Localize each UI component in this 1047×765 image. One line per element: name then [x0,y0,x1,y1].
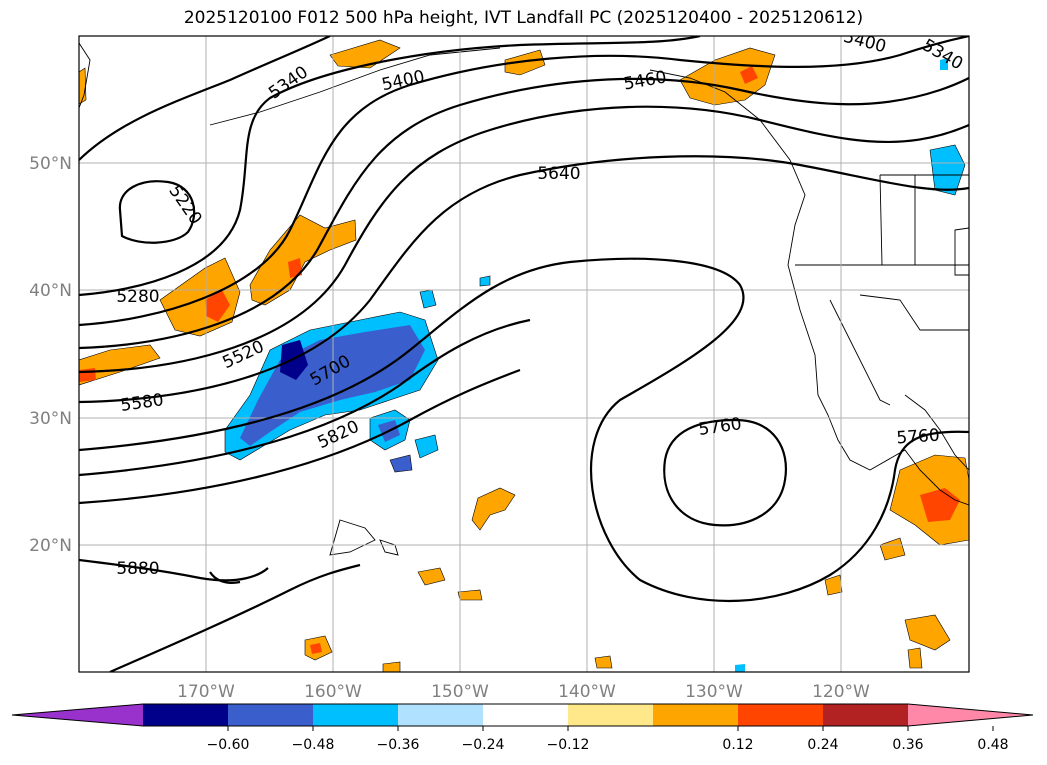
lon-label-130w: 130°W [685,682,743,702]
height-contours [79,36,969,672]
colorbar-tick-label: −0.48 [292,737,335,753]
contour-label-5880: 5880 [116,559,159,579]
colorbar-ticks: −0.60 −0.48 −0.36 −0.24 −0.12 0.12 0.24 0.36 0.4… [207,726,1009,753]
plot-area [79,36,969,672]
contour-label-5640: 5640 [537,164,580,184]
lon-label-120w: 120°W [812,682,870,702]
colorbar: −0.60 −0.48 −0.36 −0.24 −0.12 0.12 0.24 0.36 0.4… [11,703,1034,753]
ivt-positive-shading [79,39,969,672]
longitude-labels: 170°W 160°W 150°W 140°W 130°W 120°W [177,682,870,702]
colorbar-tick-label: 0.36 [892,737,923,753]
colorbar-segment [568,704,653,726]
chart-title: 2025120100 F012 500 hPa height, IVT Land… [183,8,864,28]
colorbar-tick-label: 0.24 [807,737,838,753]
colorbar-tick-label: −0.60 [207,737,250,753]
contour-label-5760-east: 5760 [896,426,941,449]
colorbar-segment [398,704,483,726]
contour-label-5280: 5280 [116,287,159,307]
colorbar-tick-label: 0.48 [977,737,1008,753]
lat-label-40n: 40°N [29,281,72,301]
colorbar-segment [483,704,568,726]
colorbar-tick-label: −0.24 [462,737,505,753]
graticule [79,36,969,672]
coastlines [79,42,969,556]
latitude-labels: 50°N 40°N 30°N 20°N [29,154,72,556]
plot-frame [78,35,970,673]
colorbar-segment [143,704,228,726]
colorbar-segment [313,704,398,726]
colorbar-extend-low [12,704,143,726]
lat-label-50n: 50°N [29,154,72,174]
lon-label-160w: 160°W [304,682,362,702]
lon-label-170w: 170°W [177,682,235,702]
lat-label-30n: 30°N [29,409,72,429]
colorbar-outline [11,703,1034,727]
lon-label-150w: 150°W [431,682,489,702]
colorbar-segment [823,704,908,726]
lat-label-20n: 20°N [29,536,72,556]
colorbar-segment [653,704,738,726]
colorbar-extend-high [908,704,1033,726]
colorbar-tick-label: −0.36 [377,737,420,753]
colorbar-segments [11,703,1034,727]
colorbar-segment [228,704,313,726]
colorbar-tick-label: 0.12 [722,737,753,753]
colorbar-segment [738,704,823,726]
colorbar-tick-label: −0.12 [547,737,590,753]
lon-label-140w: 140°W [558,682,616,702]
